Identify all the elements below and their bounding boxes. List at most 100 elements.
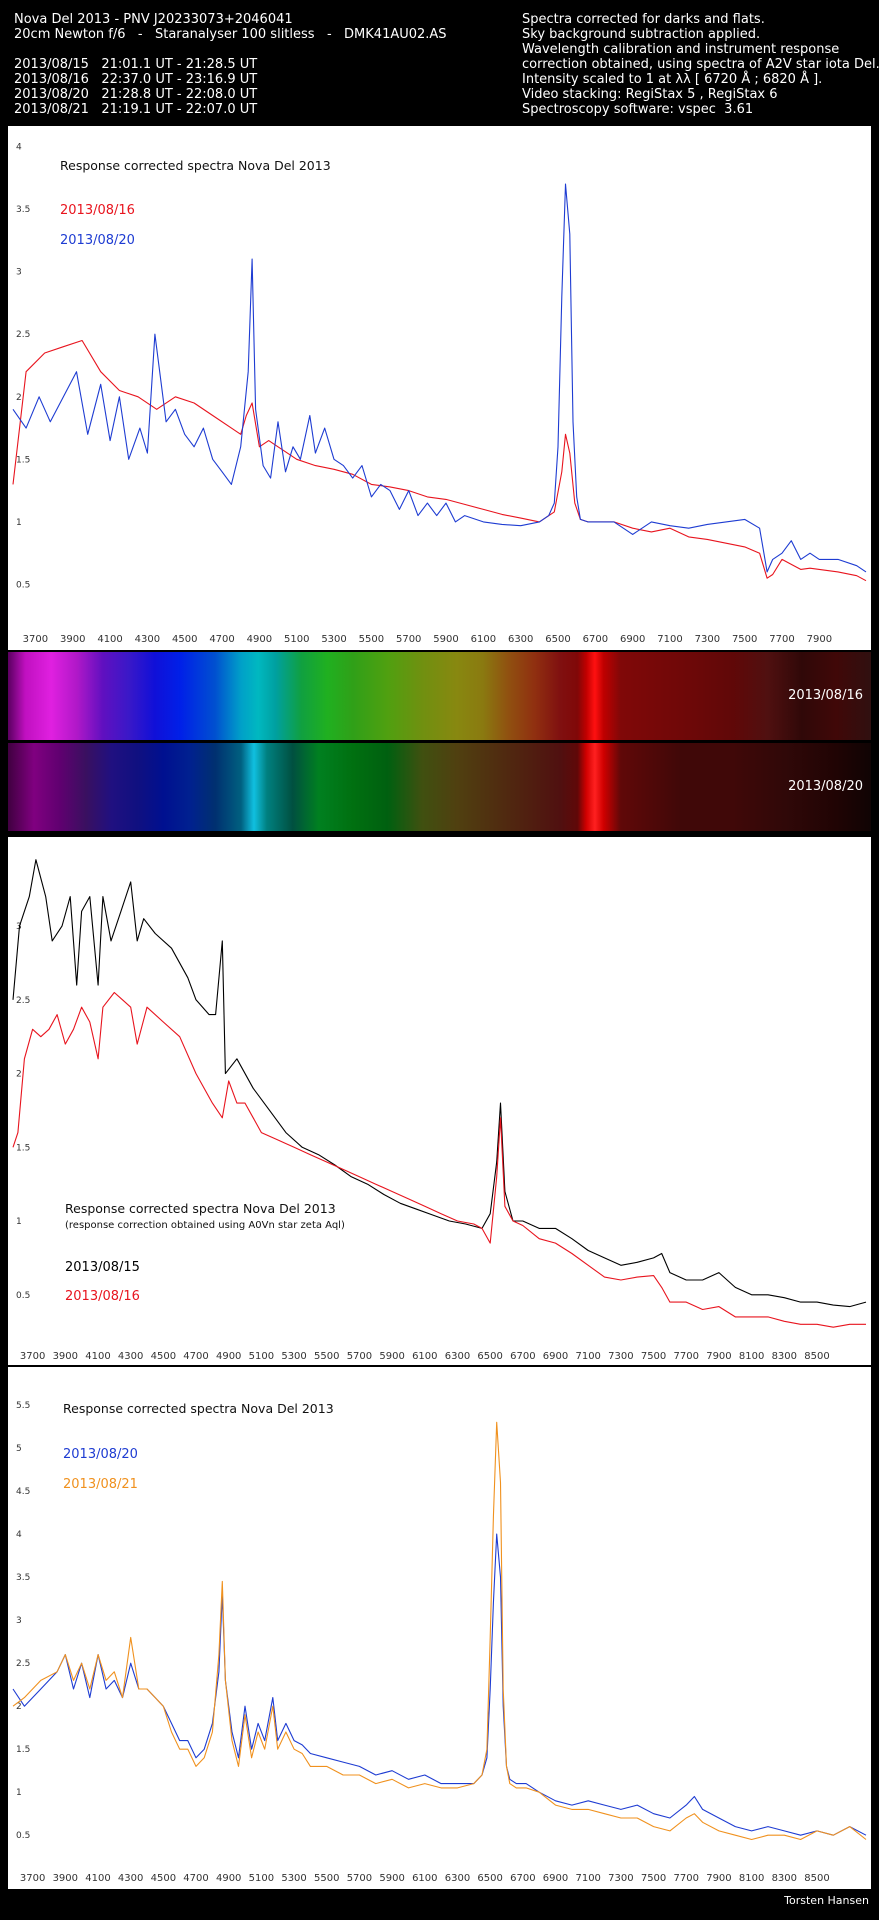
x-tick-label: 4700 [209,634,234,645]
header-right-line-2: Wavelength calibration and instrument re… [522,42,840,57]
x-tick-label: 7500 [641,1351,666,1362]
header-right-line-1: Sky background subtraction applied. [522,27,761,42]
y-tick-label: 2.5 [16,330,30,340]
y-tick-label: 2 [16,1070,22,1080]
x-tick-label: 5100 [249,1351,274,1362]
x-tick-label: 3900 [60,634,85,645]
x-tick-label: 4500 [151,1873,176,1884]
x-tick-label: 8300 [772,1873,797,1884]
y-tick-label: 0.5 [16,1831,30,1841]
y-tick-label: 3 [16,268,22,278]
header-right-line-6: Spectroscopy software: vspec 3.61 [522,102,754,117]
x-tick-label: 6700 [510,1873,535,1884]
x-tick-label: 5900 [379,1873,404,1884]
x-tick-label: 4900 [216,1873,241,1884]
header-left-line-0: Nova Del 2013 - PNV J20233073+2046041 [14,12,293,27]
x-tick-label: 5900 [379,1351,404,1362]
header: Nova Del 2013 - PNV J20233073+2046041 20… [0,0,879,124]
x-tick-label: 8500 [804,1351,829,1362]
x-tick-label: 7700 [674,1351,699,1362]
series-line-0 [12,1533,867,1836]
header-left-line-3: 2013/08/15 21:01.1 UT - 21:28.5 UT [14,57,258,72]
x-tick-label: 5700 [347,1873,372,1884]
y-tick-label: 2 [16,393,22,403]
header-left-line-1: 20cm Newton f/6 - Staranalyser 100 slitl… [14,27,447,42]
x-tick-label: 7300 [608,1351,633,1362]
y-tick-label: 0.5 [16,580,30,590]
x-tick-label: 6900 [620,634,645,645]
x-tick-label: 7700 [769,634,794,645]
y-tick-label: 1 [16,1788,22,1798]
x-tick-label: 6300 [445,1351,470,1362]
x-tick-label: 5700 [396,634,421,645]
x-tick-label: 5500 [359,634,384,645]
x-tick-label: 4700 [183,1351,208,1362]
header-right-line-3: correction obtained, using spectra of A2… [522,57,879,72]
band-label-0820: 2013/08/20 [788,779,863,794]
chart-subtitle: (response correction obtained using A0Vn… [65,1220,345,1231]
y-tick-label: 3.5 [16,1573,30,1583]
series-line-0 [12,859,867,1308]
chart-3-svg: 0.5 1 1.5 2 2.5 3 3.5 4 4.5 5 5.5 3700 3900 4100 4300 4… [12,1401,867,1884]
spectrum-strip: 2013/08/16 2013/08/20 [8,650,871,835]
x-tick-label: 4700 [183,1873,208,1884]
x-tick-label: 5300 [281,1873,306,1884]
x-tick-label: 5500 [314,1351,339,1362]
x-tick-label: 7900 [706,1351,731,1362]
y-tick-label: 5.5 [16,1401,30,1411]
x-tick-label: 7100 [657,634,682,645]
header-left-line-4: 2013/08/16 22:37.0 UT - 23:16.9 UT [14,72,258,87]
chart-title: Response corrected spectra Nova Del 2013 [65,1201,336,1216]
x-tick-label: 4300 [118,1873,143,1884]
x-tick-label: 6700 [510,1351,535,1362]
y-tick-label: 2.5 [16,996,30,1006]
x-tick-label: 4300 [135,634,160,645]
x-tick-label: 6100 [471,634,496,645]
chart-panel-1: 0.5 1 1.5 2 2.5 3 3.5 4 3700 3900 4100 4300 4500 4700… [8,126,871,650]
x-tick-label: 6500 [477,1351,502,1362]
x-tick-label: 8500 [804,1873,829,1884]
x-tick-label: 6700 [583,634,608,645]
x-tick-label: 3900 [53,1873,78,1884]
author-credit: Torsten Hansen [784,1894,869,1907]
chart-title: Response corrected spectra Nova Del 2013 [60,158,331,173]
x-tick-label: 5300 [321,634,346,645]
x-tick-label: 4100 [97,634,122,645]
x-tick-label: 5100 [284,634,309,645]
header-right-line-5: Video stacking: RegiStax 5 , RegiStax 6 [522,87,778,102]
header-left-line-5: 2013/08/20 21:28.8 UT - 22:08.0 UT [14,87,258,102]
x-tick-label: 8300 [772,1351,797,1362]
y-tick-label: 4 [16,143,22,153]
x-tick-label: 7900 [807,634,832,645]
legend-entry-1: 2013/08/16 [65,1289,140,1304]
y-tick-label: 3 [16,1616,22,1626]
y-tick-label: 1 [16,518,22,528]
x-tick-label: 4900 [247,634,272,645]
x-tick-label: 3700 [20,1351,45,1362]
header-right-line-4: Intensity scaled to 1 at λλ [ 6720 Å ; 6… [522,72,823,87]
x-tick-label: 8100 [739,1351,764,1362]
x-tick-label: 3900 [53,1351,78,1362]
y-tick-label: 1.5 [16,455,30,465]
x-tick-label: 6300 [445,1873,470,1884]
x-tick-label: 5100 [249,1873,274,1884]
y-tick-label: 4.5 [16,1487,30,1497]
y-tick-label: 0.5 [16,1291,30,1301]
x-tick-label: 5900 [433,634,458,645]
series-line-1 [12,991,866,1328]
header-left-line-6: 2013/08/21 21:19.1 UT - 22:07.0 UT [14,102,258,117]
x-tick-label: 6500 [477,1873,502,1884]
x-tick-label: 7100 [575,1351,600,1362]
header-right-line-0: Spectra corrected for darks and flats. [522,12,765,27]
x-tick-label: 5700 [347,1351,372,1362]
x-tick-label: 4900 [216,1351,241,1362]
y-tick-label: 1.5 [16,1143,30,1153]
x-tick-label: 5300 [281,1351,306,1362]
legend-entry-1: 2013/08/21 [63,1477,138,1492]
legend-entry-0: 2013/08/20 [63,1447,138,1462]
series-line-1 [12,1421,867,1841]
series-line-0 [12,339,867,582]
legend-entry-0: 2013/08/16 [60,203,135,218]
series-line-1 [12,183,867,573]
x-tick-label: 6100 [412,1351,437,1362]
